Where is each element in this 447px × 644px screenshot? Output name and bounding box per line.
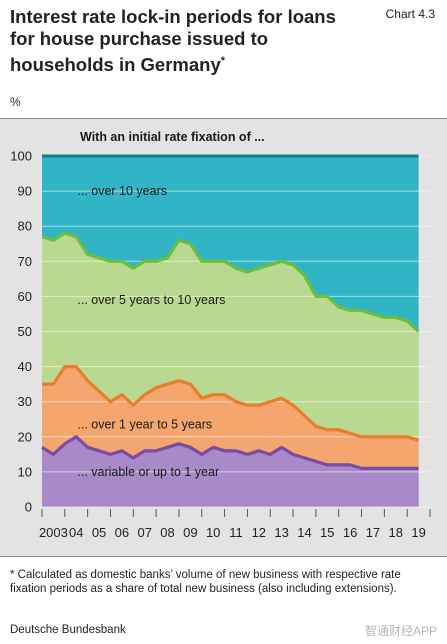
series-label-over-5-years-to-10-years: ... over 5 years to 10 years — [77, 293, 225, 307]
xtick-label-2019: 19 — [411, 525, 425, 540]
ytick-10: 10 — [18, 464, 32, 479]
ytick-30: 30 — [18, 394, 32, 409]
unit-label: % — [10, 95, 21, 109]
source-label: Deutsche Bundesbank — [10, 624, 126, 636]
series-label-over-1-year-to-5-years: ... over 1 year to 5 years — [77, 418, 212, 432]
watermark: 智通财经APP — [364, 624, 437, 638]
ytick-100: 100 — [10, 149, 32, 164]
line-over-5-years-to-10-years — [41, 231, 420, 333]
footnote: * Calculated as domestic banks’ volume o… — [10, 569, 401, 595]
series-label-variable-or-up-to-1-year: ... variable or up to 1 year — [77, 465, 219, 479]
xtick-label-2007: 07 — [137, 525, 151, 540]
ytick-40: 40 — [18, 359, 32, 374]
xtick-label-2016: 16 — [343, 525, 357, 540]
ytick-90: 90 — [18, 184, 32, 199]
xtick-label-2008: 08 — [160, 525, 174, 540]
chart-number: Chart 4.3 — [385, 7, 435, 21]
bottom-divider — [0, 556, 447, 557]
xtick-label-2010: 10 — [206, 525, 220, 540]
xtick-label-2003: 2003 — [39, 525, 68, 540]
ytick-70: 70 — [18, 254, 32, 269]
title-footnote-marker: * — [220, 55, 226, 67]
xtick-label-2009: 09 — [183, 525, 197, 540]
xtick-label-2006: 06 — [115, 525, 129, 540]
xtick-label-2015: 15 — [320, 525, 334, 540]
xtick-label-2012: 12 — [252, 525, 266, 540]
xtick-label-2017: 17 — [366, 525, 380, 540]
ytick-80: 80 — [18, 219, 32, 234]
ytick-20: 20 — [18, 429, 32, 444]
line-variable-or-up-to-1-year — [41, 435, 419, 470]
chart-panel: 0 10 20 30 40 50 60 70 80 90 100 2003 04 05 06 07 08 09 10… — [0, 119, 447, 556]
xtick-label-2013: 13 — [274, 525, 288, 540]
xtick-label-2018: 18 — [389, 525, 403, 540]
top-divider — [0, 118, 447, 119]
ytick-60: 60 — [18, 289, 32, 304]
xtick-label-2011: 11 — [229, 525, 243, 540]
line-over-1-year-to-5-years — [42, 365, 420, 442]
ytick-50: 50 — [18, 324, 32, 339]
chart-title-text: Interest rate lock-in periods for loans … — [10, 6, 336, 76]
ytick-0: 0 — [25, 500, 32, 515]
xtick-label-2014: 14 — [297, 525, 311, 540]
xtick-label-2004: 04 — [69, 525, 83, 540]
chart-svg: 0 10 20 30 40 50 60 70 80 90 100 2003 04 05 06 07 08 09 10… — [10, 130, 431, 540]
legend-title: With an initial rate fixation of ... — [80, 130, 265, 144]
xtick-label-2005: 05 — [92, 525, 106, 540]
series-label-over-10-years: ... over 10 years — [77, 184, 167, 198]
chart-title: Interest rate lock-in periods for loans … — [10, 6, 360, 76]
